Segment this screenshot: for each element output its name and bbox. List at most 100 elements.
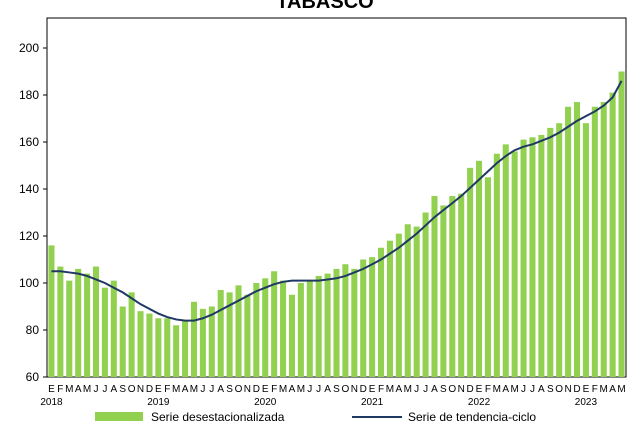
x-tick-label: M xyxy=(83,384,91,395)
bar xyxy=(128,292,135,377)
bar xyxy=(217,290,224,377)
bar xyxy=(547,127,554,378)
y-tick-label: 80 xyxy=(26,323,40,337)
bar xyxy=(493,153,500,377)
y-tick-label: 180 xyxy=(19,88,39,102)
legend-label: Serie desestacionalizada xyxy=(151,410,285,424)
x-tick-label: F xyxy=(271,384,277,395)
y-tick-label: 100 xyxy=(19,276,39,290)
x-tick-label: M xyxy=(600,384,608,395)
bar xyxy=(458,193,465,377)
bar xyxy=(288,294,295,377)
bar xyxy=(208,306,215,377)
x-tick-label: N xyxy=(351,384,358,395)
x-tick-label: J xyxy=(200,384,205,395)
bar xyxy=(271,271,278,377)
y-tick-label: 140 xyxy=(19,182,39,196)
x-tick-label: A xyxy=(182,384,189,395)
x-tick-label: O xyxy=(128,384,136,395)
x-tick-label: M xyxy=(386,384,394,395)
x-tick-label: S xyxy=(547,384,554,395)
x-tick-label: A xyxy=(324,384,331,395)
bar xyxy=(66,280,73,377)
bar xyxy=(467,167,474,377)
bar xyxy=(360,259,367,377)
bar xyxy=(226,292,233,377)
bar xyxy=(600,102,607,378)
x-tick-label: M xyxy=(493,384,501,395)
x-tick-label: F xyxy=(485,384,491,395)
x-tick-label: N xyxy=(244,384,251,395)
bar xyxy=(538,134,545,377)
bar xyxy=(404,224,411,377)
bar xyxy=(413,226,420,377)
x-tick-label: M xyxy=(172,384,180,395)
bar xyxy=(84,273,91,377)
x-tick-label: A xyxy=(502,384,509,395)
year-label: 2023 xyxy=(575,397,598,408)
x-tick-label: E xyxy=(262,384,269,395)
x-tick-label: E xyxy=(155,384,162,395)
bar xyxy=(591,106,598,377)
trend-line xyxy=(51,80,623,322)
bar xyxy=(306,280,313,377)
x-tick-label: A xyxy=(217,384,224,395)
year-label: 2020 xyxy=(254,397,277,408)
bar xyxy=(342,264,349,377)
bar xyxy=(511,151,518,377)
x-tick-label: D xyxy=(146,384,153,395)
x-tick-label: E xyxy=(476,384,483,395)
bar xyxy=(582,123,589,377)
bar xyxy=(422,212,429,377)
x-tick-label: N xyxy=(458,384,465,395)
year-label: 2022 xyxy=(468,397,491,408)
bar xyxy=(475,160,483,377)
bar xyxy=(119,306,126,377)
bar xyxy=(199,308,206,377)
x-tick-label: S xyxy=(440,384,447,395)
x-tick-label: J xyxy=(93,384,98,395)
x-tick-label: J xyxy=(316,384,321,395)
x-tick-label: A xyxy=(609,384,616,395)
x-tick-label: F xyxy=(57,384,63,395)
bar xyxy=(262,278,269,377)
bar xyxy=(173,325,180,377)
x-tick-label: A xyxy=(289,384,296,395)
bar xyxy=(378,247,385,377)
bar xyxy=(529,137,536,377)
x-tick-label: A xyxy=(431,384,438,395)
y-tick-label: 120 xyxy=(19,229,39,243)
legend-swatch xyxy=(95,412,143,421)
x-tick-label: M xyxy=(297,384,305,395)
bar xyxy=(556,123,563,377)
bar xyxy=(75,268,82,377)
bar xyxy=(449,196,456,377)
bar xyxy=(297,283,304,377)
bar xyxy=(164,318,171,377)
bar xyxy=(155,318,162,377)
x-tick-label: M xyxy=(510,384,518,395)
x-tick-label: O xyxy=(342,384,350,395)
y-tick-label: 200 xyxy=(19,41,39,55)
bar xyxy=(484,177,491,377)
bar xyxy=(146,313,153,377)
x-tick-label: E xyxy=(369,384,376,395)
bar xyxy=(315,275,322,377)
bar xyxy=(92,266,100,377)
bar xyxy=(520,139,527,377)
bar xyxy=(324,273,331,377)
bar xyxy=(182,320,189,377)
x-tick-label: O xyxy=(448,384,456,395)
x-tick-label: O xyxy=(555,384,563,395)
x-tick-label: M xyxy=(190,384,198,395)
x-tick-label: F xyxy=(378,384,384,395)
x-tick-label: J xyxy=(521,384,526,395)
x-tick-label: A xyxy=(538,384,545,395)
bar xyxy=(369,257,376,377)
bar xyxy=(253,283,260,377)
x-tick-label: J xyxy=(102,384,107,395)
bar xyxy=(280,280,287,377)
bar xyxy=(618,71,625,377)
x-tick-label: E xyxy=(48,384,55,395)
